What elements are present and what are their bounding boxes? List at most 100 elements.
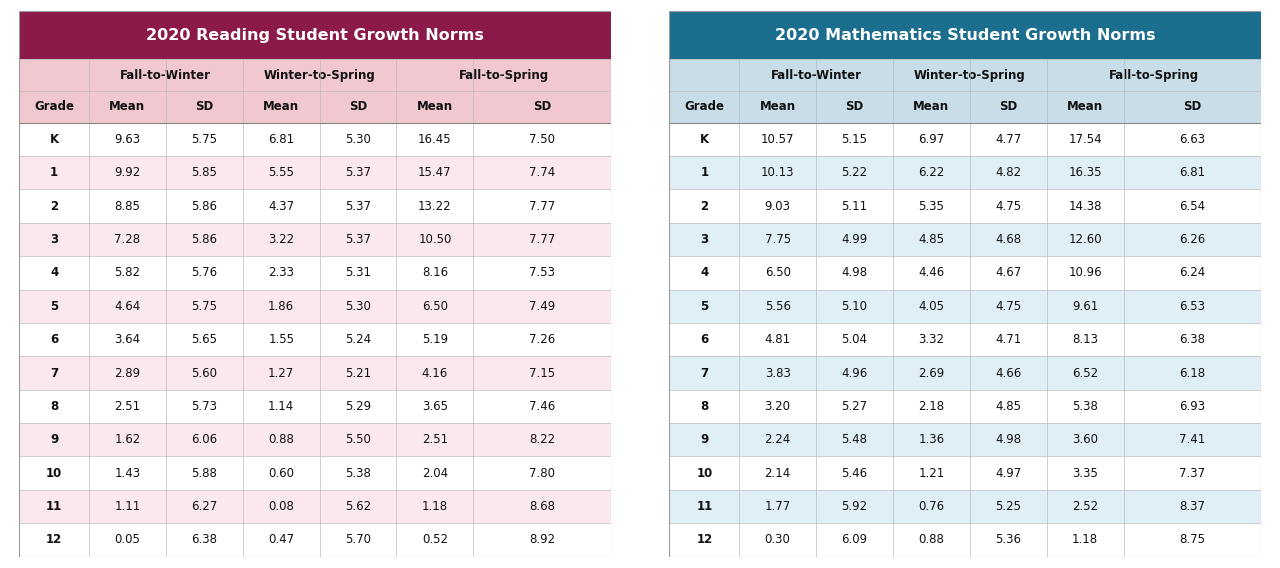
Text: 1.86: 1.86 [268, 300, 294, 313]
Text: 4.66: 4.66 [995, 366, 1021, 379]
Text: 6.81: 6.81 [1179, 166, 1206, 179]
Text: 1.36: 1.36 [918, 433, 945, 446]
FancyBboxPatch shape [669, 356, 1261, 390]
Text: 0.08: 0.08 [269, 500, 294, 513]
Text: 1: 1 [700, 166, 708, 179]
Text: 1.21: 1.21 [918, 467, 945, 479]
Text: Fall-to-Spring: Fall-to-Spring [1108, 69, 1199, 82]
FancyBboxPatch shape [669, 290, 1261, 323]
Text: 2.33: 2.33 [269, 266, 294, 279]
Text: 3: 3 [50, 233, 58, 246]
Text: 6: 6 [50, 333, 58, 346]
Text: 0.60: 0.60 [269, 467, 294, 479]
Text: 8.68: 8.68 [529, 500, 556, 513]
Text: 8.37: 8.37 [1179, 500, 1206, 513]
Text: 4.85: 4.85 [919, 233, 945, 246]
Text: 2.04: 2.04 [422, 467, 448, 479]
FancyBboxPatch shape [19, 156, 611, 189]
Text: 0.88: 0.88 [269, 433, 294, 446]
Text: 3: 3 [700, 233, 708, 246]
Text: 5.88: 5.88 [191, 467, 218, 479]
Text: 6.24: 6.24 [1179, 266, 1206, 279]
Text: 10.96: 10.96 [1069, 266, 1102, 279]
Text: 3.22: 3.22 [268, 233, 294, 246]
Text: 6.09: 6.09 [841, 533, 868, 546]
Text: Fall-to-Spring: Fall-to-Spring [458, 69, 549, 82]
Text: 5.86: 5.86 [191, 199, 218, 212]
FancyBboxPatch shape [19, 323, 611, 356]
Text: 4.98: 4.98 [996, 433, 1021, 446]
Text: 2020 Mathematics Student Growth Norms: 2020 Mathematics Student Growth Norms [774, 28, 1156, 43]
Text: 11: 11 [696, 500, 713, 513]
Text: 3.20: 3.20 [764, 400, 791, 413]
Text: 4.67: 4.67 [995, 266, 1021, 279]
FancyBboxPatch shape [669, 11, 1261, 59]
Text: SD: SD [845, 101, 864, 113]
FancyBboxPatch shape [19, 256, 611, 290]
Text: Mean: Mean [417, 101, 453, 113]
Text: Mean: Mean [1068, 101, 1103, 113]
FancyBboxPatch shape [19, 523, 611, 557]
Text: 4.77: 4.77 [995, 133, 1021, 146]
Text: 4.99: 4.99 [841, 233, 868, 246]
Text: 6.18: 6.18 [1179, 366, 1206, 379]
Text: 1.77: 1.77 [764, 500, 791, 513]
Text: 7.53: 7.53 [529, 266, 556, 279]
Text: 9.92: 9.92 [114, 166, 141, 179]
Text: 12.60: 12.60 [1069, 233, 1102, 246]
Text: 2: 2 [700, 199, 708, 212]
Text: 8.16: 8.16 [422, 266, 448, 279]
Text: 0.88: 0.88 [919, 533, 945, 546]
Text: 5.30: 5.30 [346, 133, 371, 146]
Text: 1.18: 1.18 [422, 500, 448, 513]
Text: 15.47: 15.47 [419, 166, 452, 179]
FancyBboxPatch shape [669, 156, 1261, 189]
Text: 5: 5 [700, 300, 708, 313]
Text: 5.92: 5.92 [841, 500, 868, 513]
Text: 9.61: 9.61 [1073, 300, 1098, 313]
Text: 6.26: 6.26 [1179, 233, 1206, 246]
Text: 5.65: 5.65 [191, 333, 218, 346]
Text: 13.22: 13.22 [419, 199, 452, 212]
Text: 10: 10 [46, 467, 63, 479]
Text: 14.38: 14.38 [1069, 199, 1102, 212]
Text: 12: 12 [696, 533, 713, 546]
Text: 7.77: 7.77 [529, 233, 556, 246]
Text: 5.27: 5.27 [841, 400, 868, 413]
Text: 4.71: 4.71 [995, 333, 1021, 346]
Text: 6.50: 6.50 [422, 300, 448, 313]
Text: SD: SD [349, 101, 367, 113]
Text: 1: 1 [50, 166, 58, 179]
Text: 6.97: 6.97 [918, 133, 945, 146]
Text: 5.86: 5.86 [191, 233, 218, 246]
Text: 5.11: 5.11 [841, 199, 868, 212]
Text: 8.75: 8.75 [1179, 533, 1206, 546]
Text: 6.53: 6.53 [1179, 300, 1206, 313]
FancyBboxPatch shape [19, 423, 611, 457]
Text: Grade: Grade [685, 101, 724, 113]
Text: 5.50: 5.50 [346, 433, 371, 446]
Text: 4.05: 4.05 [919, 300, 945, 313]
Text: 11: 11 [46, 500, 63, 513]
Text: 4: 4 [700, 266, 708, 279]
Text: 1.43: 1.43 [114, 467, 141, 479]
Text: 3.35: 3.35 [1073, 467, 1098, 479]
Text: 4.37: 4.37 [268, 199, 294, 212]
Text: 5.38: 5.38 [346, 467, 371, 479]
FancyBboxPatch shape [669, 91, 1261, 123]
Text: 5.38: 5.38 [1073, 400, 1098, 413]
Text: 5.37: 5.37 [346, 199, 371, 212]
FancyBboxPatch shape [19, 290, 611, 323]
Text: Mean: Mean [109, 101, 146, 113]
Text: 5.15: 5.15 [841, 133, 868, 146]
Text: 2.51: 2.51 [114, 400, 141, 413]
Text: 0.76: 0.76 [918, 500, 945, 513]
Text: Winter-to-Spring: Winter-to-Spring [264, 69, 375, 82]
Text: 4.46: 4.46 [918, 266, 945, 279]
Text: SD: SD [532, 101, 552, 113]
FancyBboxPatch shape [19, 11, 611, 59]
Text: 5.31: 5.31 [346, 266, 371, 279]
Text: 7.50: 7.50 [529, 133, 556, 146]
Text: 7.37: 7.37 [1179, 467, 1206, 479]
Text: 8.22: 8.22 [529, 433, 556, 446]
